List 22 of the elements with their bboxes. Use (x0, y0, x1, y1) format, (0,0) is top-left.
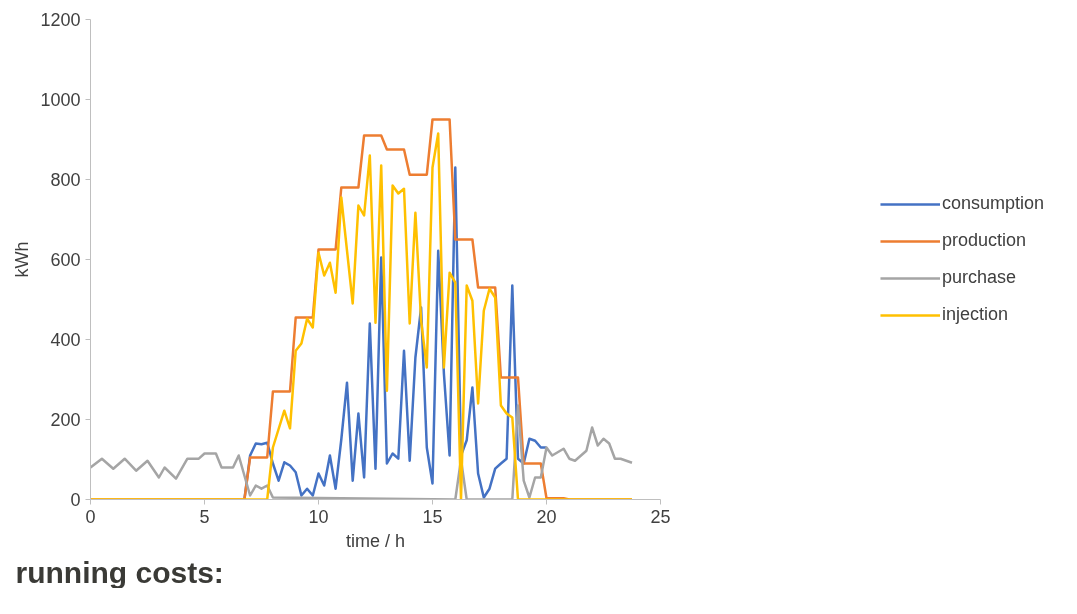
y-tick-label: 800 (50, 170, 81, 190)
legend-label: injection (941, 304, 1009, 325)
legend-label: purchase (941, 267, 1017, 288)
y-tick-label: 600 (50, 250, 81, 270)
x-tick-label: 0 (85, 506, 96, 527)
x-tick-label: 25 (650, 506, 671, 527)
y-tick-label: 200 (50, 410, 81, 430)
legend-label: production (941, 230, 1027, 251)
y-tick-label: 1200 (40, 10, 81, 30)
y-tick-label: 400 (50, 330, 81, 350)
line-series (90, 404, 634, 500)
line-series (243, 166, 548, 500)
x-tick-label: 15 (422, 506, 443, 527)
text: running costs: (15, 555, 224, 589)
y-axis-title: kWh (12, 241, 33, 278)
y-tick-label: 0 (70, 490, 81, 510)
y-tick-label: 1000 (40, 90, 81, 110)
x-tick-label: 20 (536, 506, 557, 527)
legend-label: consumption (941, 193, 1045, 214)
x-axis-title: time / h (345, 530, 406, 551)
x-tick-label: 5 (199, 506, 210, 527)
x-tick-label: 10 (308, 506, 329, 527)
